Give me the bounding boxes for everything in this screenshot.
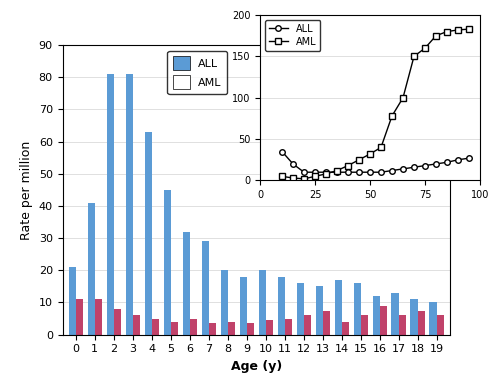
Bar [316,287,322,335]
Bar [284,318,292,335]
Bar [296,283,304,335]
Bar [126,74,133,335]
Bar [360,315,368,335]
Bar [278,277,284,335]
Bar [418,311,425,335]
AML [400,96,406,100]
Y-axis label: Rate per million: Rate per million [20,140,33,240]
Bar [266,320,273,335]
Bar [106,74,114,335]
ALL [323,170,329,174]
Bar [247,323,254,335]
Line: ALL: ALL [279,149,472,175]
ALL [334,170,340,174]
AML [411,54,417,59]
Bar [436,315,444,335]
Bar [220,270,228,335]
Bar [372,296,380,335]
AML [290,176,296,180]
AML [356,158,362,162]
AML [367,152,373,156]
ALL [444,160,450,165]
Bar [410,299,418,335]
Bar [209,323,216,335]
AML [279,174,285,179]
Bar [322,311,330,335]
Bar [68,267,76,335]
Bar [190,318,197,335]
Bar [392,293,398,335]
Bar [334,280,342,335]
AML [466,27,472,31]
Bar [133,315,140,335]
ALL [290,162,296,166]
ALL [345,170,351,174]
ALL [378,170,384,174]
Bar [258,270,266,335]
AML [312,174,318,179]
ALL [356,170,362,174]
ALL [301,170,307,174]
AML [389,114,395,118]
Bar [342,322,349,335]
Bar [398,315,406,335]
Bar [240,277,247,335]
Bar [430,302,436,335]
AML [323,171,329,176]
X-axis label: Age (y): Age (y) [230,360,282,373]
Bar [228,322,235,335]
ALL [312,170,318,174]
AML [345,163,351,168]
Bar [152,318,159,335]
AML [444,29,450,34]
ALL [367,170,373,174]
Legend: ALL, AML: ALL, AML [265,20,320,51]
ALL [411,165,417,170]
ALL [389,168,395,173]
Bar [95,299,102,335]
ALL [466,156,472,161]
Bar [114,309,121,335]
Bar [202,241,209,335]
AML [378,145,384,150]
Bar [144,132,152,335]
AML [334,168,340,173]
ALL [279,149,285,154]
AML [422,46,428,50]
ALL [422,163,428,168]
Bar [76,299,83,335]
ALL [455,158,461,162]
Bar [304,315,311,335]
AML [301,177,307,181]
AML [433,33,439,38]
Bar [182,232,190,335]
Bar [380,306,387,335]
Bar [164,190,171,335]
ALL [400,167,406,171]
ALL [433,162,439,166]
Bar [88,203,95,335]
AML [455,28,461,32]
Line: AML: AML [279,26,472,182]
Bar [171,322,178,335]
Bar [354,283,360,335]
Legend: ALL, AML: ALL, AML [168,51,228,94]
